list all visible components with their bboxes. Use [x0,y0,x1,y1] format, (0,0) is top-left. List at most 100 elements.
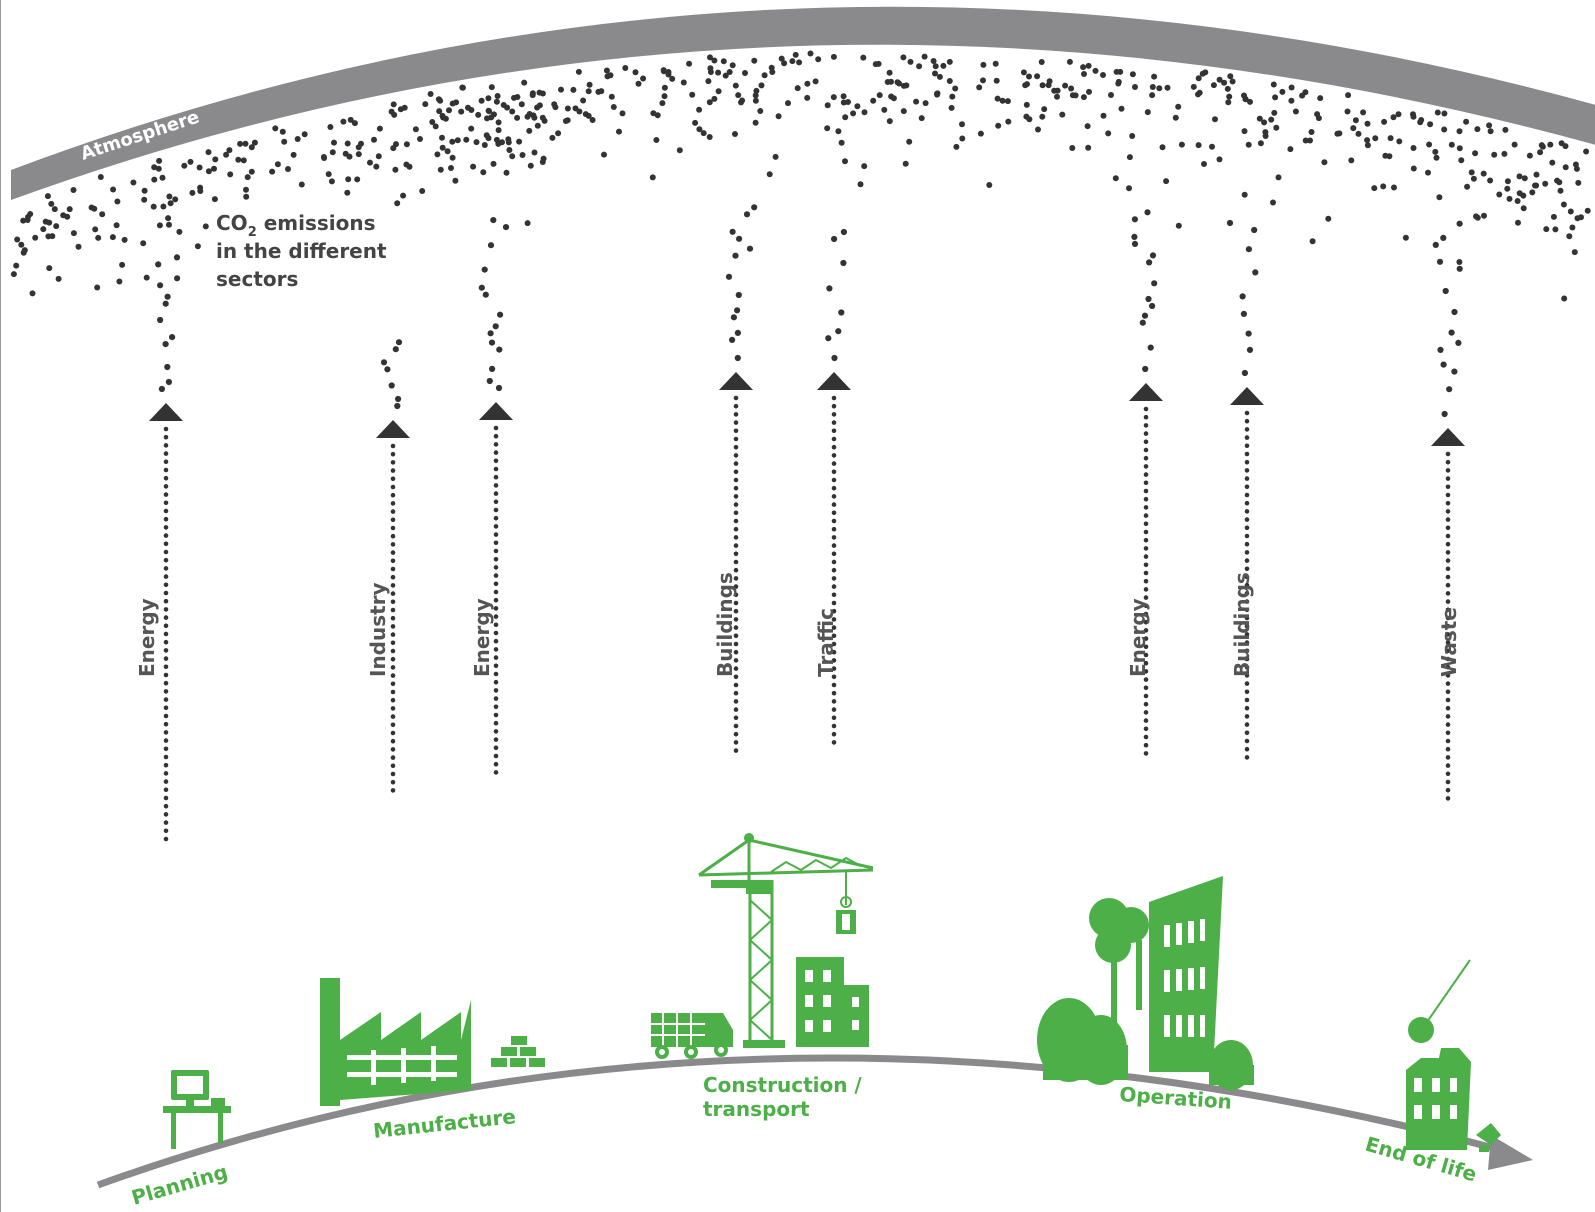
co2-dot [1175,103,1182,110]
co2-dot [491,111,497,118]
co2-dot [1302,137,1309,144]
co2-dot [1425,169,1431,176]
co2-dot [1287,146,1294,153]
co2-dot-cloud [10,50,1591,302]
co2-dot [1526,152,1533,159]
co2-dot [1115,78,1122,85]
co2-dot [1520,205,1527,212]
emission-plume [380,339,403,410]
co2-dot [150,203,157,210]
co2-dot [1566,233,1573,240]
co2-dot [570,86,577,93]
co2-dot [141,196,148,203]
co2-dot [707,69,714,75]
co2-dot [1225,99,1232,106]
co2-dot [1470,175,1477,182]
co2-dot [580,97,587,104]
co2-dot [355,151,362,158]
co2-dot [1257,140,1264,147]
co2-dot [1202,69,1209,76]
co2-dot [1537,149,1544,156]
co2-dot [1533,182,1540,189]
co2-dot [1355,130,1362,137]
co2-dot [812,78,819,85]
co2-dot [506,147,513,153]
co2-dot [1163,178,1170,185]
co2-dot [1118,105,1125,112]
co2-dot [454,137,461,144]
co2-dot [1372,135,1379,142]
co2-dot [1270,81,1277,88]
co2-dot [400,192,407,199]
co2-dot [993,77,1000,84]
emission-plume [1226,219,1259,377]
co2-dot [1059,111,1066,118]
co2-dot [121,236,128,243]
co2-dot [143,274,150,281]
co2-dot [766,171,773,178]
co2-dot [1151,73,1158,80]
co2-dot [906,138,913,145]
co2-dot [1026,116,1033,123]
co2-dot [1463,118,1470,125]
co2-dot [886,69,893,76]
co2-dot [921,53,928,60]
co2-dot [375,153,382,160]
co2-dot [205,168,212,175]
co2-dot [900,54,907,61]
co2-dot [51,206,58,213]
co2-dot [371,136,377,143]
co2-dot [854,103,861,110]
co2-dot [1100,72,1106,78]
co2-dot [706,99,713,106]
co2-dot [422,101,429,108]
co2-dot [1456,128,1463,135]
co2-dot [1149,92,1156,99]
co2-dot [436,108,443,115]
co2-dot [46,219,53,226]
co2-dot [20,217,27,224]
co2-dot [53,223,60,230]
co2-dot [1062,82,1069,89]
co2-dot [1410,145,1417,151]
co2-dot [1108,92,1114,98]
co2-dot [1241,191,1248,198]
sector-arrow-buildings-2 [1226,219,1264,760]
co2-dot [495,119,502,126]
co2-dot [918,115,925,122]
co2-dot [166,221,172,228]
co2-dot [1352,117,1359,124]
co2-dot [331,139,337,146]
arrowhead-icon [376,420,410,438]
co2-dot [930,58,937,64]
co2-dot [1458,157,1465,164]
co2-dot [1473,213,1479,220]
co2-dot [88,204,95,211]
co2-dot [1112,175,1119,182]
co2-dot [1272,94,1279,101]
co2-dot [1069,145,1076,151]
co2-dot [114,198,121,205]
co2-dot [1561,295,1568,302]
co2-dot [1569,224,1576,231]
co2-dot [534,122,541,129]
co2-dot [824,102,831,109]
arrowhead-icon [1129,383,1163,401]
co2-dot [1241,128,1248,135]
co2-dot [1434,109,1441,116]
co2-dot [907,58,914,65]
co2-dot [141,187,148,194]
co2-dot [1364,120,1371,127]
co2-dot [1539,143,1546,150]
co2-dot [493,98,500,105]
co2-label-prefix: CO [216,211,248,235]
co2-dot [243,186,249,193]
co2-dot [481,142,488,148]
co2-dot [732,131,738,137]
co2-label-suffix: emissions [257,211,376,235]
co2-dot [686,60,693,67]
co2-dot [1402,234,1409,241]
co2-dot [540,155,547,162]
co2-dot [959,121,965,128]
